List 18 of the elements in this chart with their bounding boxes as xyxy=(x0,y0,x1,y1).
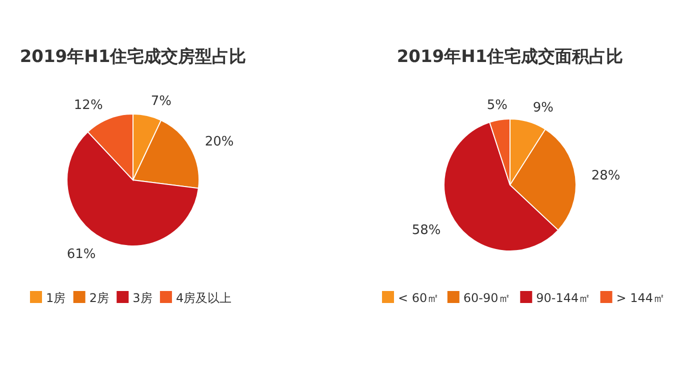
data-label: 7% xyxy=(150,94,172,109)
legend-label: 60-90㎡ xyxy=(463,291,510,305)
legend-label: 3房 xyxy=(132,291,152,305)
data-label: 28% xyxy=(591,168,620,184)
data-label: 61% xyxy=(66,247,96,262)
chart-title: 2019年H1住宅成交面积占比 xyxy=(396,47,624,67)
data-label: 9% xyxy=(532,100,554,116)
data-label: 58% xyxy=(412,222,441,238)
legend-label: 1房 xyxy=(46,291,66,305)
legend-label: < 60㎡ xyxy=(398,291,440,305)
data-label: 20% xyxy=(204,134,234,150)
chart-title: 2019年H1住宅成交房型占比 xyxy=(20,47,246,67)
data-label: 12% xyxy=(74,98,103,113)
data-label: 5% xyxy=(486,98,508,114)
legend-label: 2房 xyxy=(89,291,109,305)
legend-label: 90-144㎡ xyxy=(536,291,591,305)
legend-label: > 144㎡ xyxy=(616,291,666,305)
legend-label: 4房及以上 xyxy=(176,291,232,305)
